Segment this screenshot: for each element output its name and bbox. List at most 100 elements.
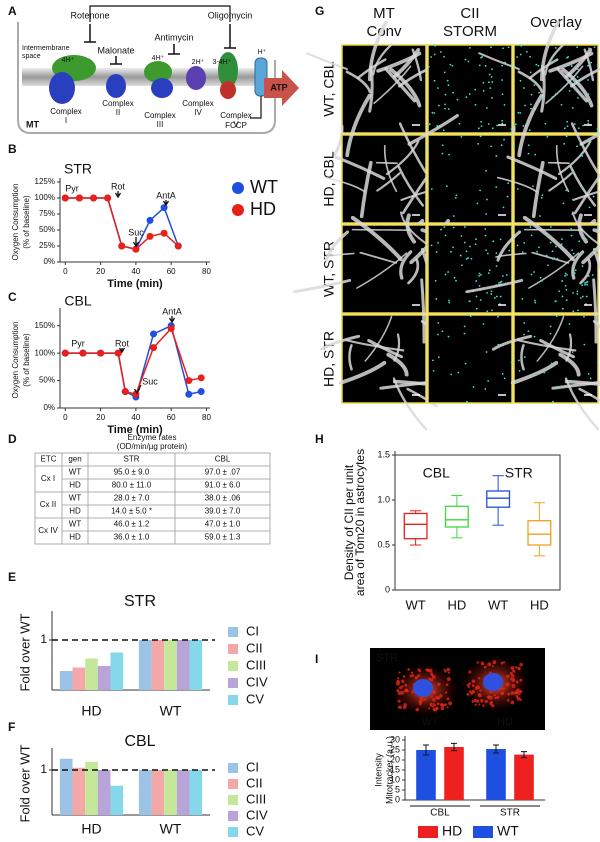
x-tick-label: STR	[500, 808, 520, 819]
mitochondria-dot	[489, 700, 493, 704]
y-tick-label: 1.5	[377, 449, 390, 459]
mitochondrion-outline	[17, 22, 276, 134]
storm-spot	[469, 315, 472, 318]
storm-spot	[566, 274, 568, 276]
storm-spot	[572, 292, 574, 294]
data-point	[197, 374, 205, 382]
legend-label: CIII	[246, 657, 266, 672]
mitochondria-dot	[417, 674, 421, 678]
panel-label: I	[315, 652, 318, 666]
data-point	[61, 349, 69, 357]
storm-spot	[587, 64, 589, 67]
y-tick-label: 50%	[39, 376, 55, 385]
box	[444, 505, 469, 528]
data-point	[150, 344, 158, 352]
bar	[138, 640, 152, 690]
storm-spot	[554, 46, 557, 49]
storm-spot	[538, 246, 540, 249]
storm-spot	[576, 145, 578, 148]
storm-spot	[475, 238, 477, 241]
mitochondria-dot	[398, 705, 403, 710]
storm-spot	[527, 144, 530, 147]
mitochondrion-strand	[399, 167, 423, 206]
box	[403, 512, 428, 540]
storm-spot	[467, 257, 469, 259]
storm-spot	[486, 310, 489, 313]
storm-spot	[566, 125, 569, 128]
storm-spot	[584, 283, 586, 286]
mitochondrion-strand	[341, 363, 385, 383]
legend-swatch	[418, 826, 438, 838]
y-axis-label: Fold over WT	[17, 613, 32, 691]
storm-spot	[536, 250, 538, 253]
table-border	[34, 452, 271, 545]
storm-spot	[486, 292, 488, 294]
complex-label: Complex	[144, 111, 176, 120]
storm-spot	[461, 264, 463, 267]
storm-spot	[579, 297, 582, 299]
mitochondria-dot	[478, 703, 481, 706]
y-tick-label: 75%	[39, 209, 55, 218]
mitochondrion-strand	[386, 69, 415, 101]
storm-spot	[585, 281, 588, 284]
storm-spot	[596, 63, 599, 66]
storm-spot	[522, 124, 525, 127]
storm-spot	[519, 112, 522, 114]
mitochondria-dot	[479, 689, 482, 692]
storm-spot	[581, 295, 584, 298]
table-title: Enzyme rates	[128, 433, 177, 442]
storm-spot	[529, 55, 532, 58]
storm-spot	[523, 356, 526, 359]
error-bar	[451, 742, 457, 752]
legend-label: CIV	[246, 674, 268, 689]
storm-spot	[463, 325, 466, 328]
storm-spot	[434, 279, 437, 282]
storm-spot	[573, 380, 576, 382]
mitochondria-dot	[474, 686, 478, 690]
storm-spot	[545, 254, 548, 257]
storm-spot	[499, 281, 502, 284]
mitochondria-dot	[487, 662, 492, 667]
storm-spot	[486, 198, 488, 201]
mitochondria-dot	[515, 680, 519, 684]
storm-spot	[507, 182, 510, 185]
storm-spot	[583, 315, 585, 318]
storm-spot	[452, 226, 455, 229]
mitochondrion-strand	[388, 355, 406, 375]
mitochondria-dot	[428, 677, 431, 681]
y-axis-label: Intensity	[373, 753, 383, 787]
storm-spot	[530, 273, 533, 276]
complex-label: Complex	[50, 107, 82, 116]
data-point	[174, 242, 182, 250]
storm-spot	[487, 123, 490, 125]
storm-spot	[558, 290, 561, 292]
annotation: Suc	[128, 227, 144, 237]
mitochondria-dot	[397, 699, 401, 703]
storm-spot	[549, 241, 552, 244]
storm-spot	[570, 65, 573, 67]
storm-spot	[487, 272, 490, 275]
bar	[189, 770, 203, 815]
mitochondria-dot	[506, 674, 510, 679]
micrograph	[493, 280, 600, 429]
mitochondria-dot	[398, 671, 401, 674]
storm-spot	[549, 332, 552, 335]
mitochondrion-strand	[581, 116, 600, 144]
data-point	[146, 232, 154, 240]
storm-spot	[535, 63, 538, 66]
storm-spot	[574, 269, 577, 272]
storm-spot	[490, 145, 492, 148]
x-tick-label: 20	[96, 413, 105, 422]
storm-spot	[440, 228, 442, 231]
storm-spot	[484, 234, 487, 237]
storm-spot	[538, 91, 541, 94]
storm-spot	[492, 240, 495, 243]
storm-spot	[564, 64, 567, 67]
storm-spot	[495, 265, 498, 267]
storm-spot	[460, 135, 463, 138]
x-tick-label: WT	[406, 597, 426, 612]
legend-swatch	[228, 644, 238, 654]
storm-spot	[455, 279, 457, 282]
mitochondrion-strand	[422, 280, 424, 342]
series-line	[65, 327, 202, 396]
